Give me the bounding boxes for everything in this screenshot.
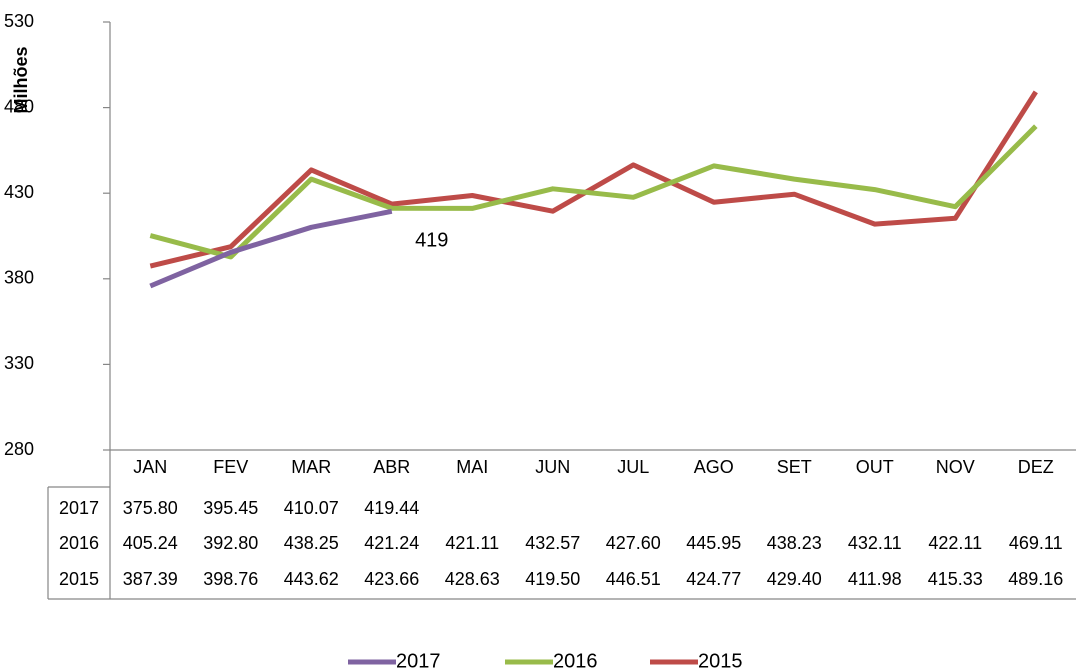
- legend-label: 2016: [553, 650, 598, 672]
- table-cell: 489.16: [1008, 569, 1063, 589]
- legend-label: 2017: [396, 650, 441, 672]
- x-tick-label: NOV: [936, 457, 975, 477]
- table-cell: 419.44: [364, 498, 419, 518]
- table-cell: 422.11: [928, 533, 982, 553]
- series-line: [149, 208, 393, 289]
- series-line: [149, 124, 1038, 260]
- table-cell: 438.23: [767, 533, 822, 553]
- table-cell: 398.76: [203, 569, 258, 589]
- table-cell: 469.11: [1009, 533, 1063, 553]
- x-tick-label: JAN: [133, 457, 167, 477]
- y-tick-label: 480: [4, 96, 34, 116]
- y-tick-label: 380: [4, 268, 34, 288]
- table-cell: 432.11: [848, 533, 902, 553]
- x-tick-label: FEV: [213, 457, 248, 477]
- table-cell: 410.07: [284, 498, 339, 518]
- x-tick-label: OUT: [856, 457, 894, 477]
- table-cell: 421.24: [364, 533, 419, 553]
- y-tick-label: 280: [4, 439, 34, 459]
- table-cell: 438.25: [284, 533, 339, 553]
- x-tick-label: DEZ: [1018, 457, 1054, 477]
- table-cell: 443.62: [284, 569, 339, 589]
- table-cell: 421.11: [445, 533, 499, 553]
- table-cell: 395.45: [203, 498, 258, 518]
- x-tick-label: AGO: [694, 457, 734, 477]
- y-axis-label: Milhões: [11, 46, 31, 113]
- x-tick-label: SET: [777, 457, 812, 477]
- x-tick-label: JUL: [617, 457, 649, 477]
- table-cell: 392.80: [203, 533, 258, 553]
- table-cell: 419.50: [525, 569, 580, 589]
- x-tick-label: JUN: [535, 457, 570, 477]
- data-label: 419: [415, 230, 448, 252]
- table-cell: 429.40: [767, 569, 822, 589]
- table-cell: 415.33: [928, 569, 983, 589]
- table-cell: 387.39: [123, 569, 178, 589]
- table-row-label: 2015: [59, 569, 99, 589]
- x-tick-label: ABR: [373, 457, 410, 477]
- table-cell: 432.57: [525, 533, 580, 553]
- table-cell: 423.66: [364, 569, 419, 589]
- table-cell: 446.51: [606, 569, 661, 589]
- y-tick-label: 330: [4, 353, 34, 373]
- table-row-label: 2016: [59, 533, 99, 553]
- table-cell: 428.63: [445, 569, 500, 589]
- table-cell: 445.95: [686, 533, 741, 553]
- series-line: [149, 90, 1038, 269]
- table-row-label: 2017: [59, 498, 99, 518]
- table-cell: 427.60: [606, 533, 661, 553]
- y-tick-label: 430: [4, 182, 34, 202]
- table-cell: 405.24: [123, 533, 178, 553]
- x-tick-label: MAR: [291, 457, 331, 477]
- x-tick-label: MAI: [456, 457, 488, 477]
- table-cell: 375.80: [123, 498, 178, 518]
- table-cell: 424.77: [686, 569, 741, 589]
- y-tick-label: 530: [4, 11, 34, 31]
- table-cell: 411.98: [848, 569, 902, 589]
- legend-label: 2015: [698, 650, 743, 672]
